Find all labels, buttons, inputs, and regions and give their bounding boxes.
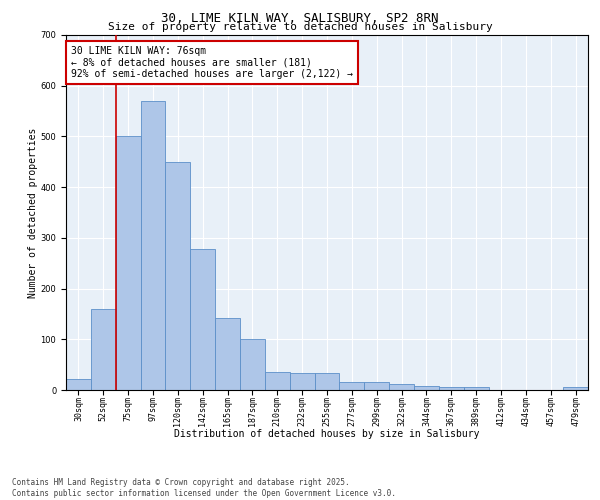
Bar	[364, 382, 389, 390]
Bar	[140, 101, 166, 390]
Bar	[290, 374, 314, 390]
X-axis label: Distribution of detached houses by size in Salisbury: Distribution of detached houses by size …	[174, 429, 480, 439]
Text: Contains HM Land Registry data © Crown copyright and database right 2025.
Contai: Contains HM Land Registry data © Crown c…	[12, 478, 396, 498]
Bar	[265, 372, 290, 390]
Bar	[190, 249, 215, 390]
Bar	[240, 340, 265, 390]
Bar	[66, 379, 91, 390]
Y-axis label: Number of detached properties: Number of detached properties	[28, 128, 38, 298]
Text: Size of property relative to detached houses in Salisbury: Size of property relative to detached ho…	[107, 22, 493, 32]
Bar	[414, 386, 439, 390]
Bar	[464, 388, 488, 390]
Bar	[215, 318, 240, 390]
Bar	[340, 382, 364, 390]
Bar	[439, 388, 464, 390]
Bar	[116, 136, 140, 390]
Bar	[314, 374, 340, 390]
Bar	[389, 384, 414, 390]
Text: 30 LIME KILN WAY: 76sqm
← 8% of detached houses are smaller (181)
92% of semi-de: 30 LIME KILN WAY: 76sqm ← 8% of detached…	[71, 46, 353, 79]
Bar	[563, 388, 588, 390]
Text: 30, LIME KILN WAY, SALISBURY, SP2 8RN: 30, LIME KILN WAY, SALISBURY, SP2 8RN	[161, 12, 439, 26]
Bar	[91, 309, 116, 390]
Bar	[166, 162, 190, 390]
